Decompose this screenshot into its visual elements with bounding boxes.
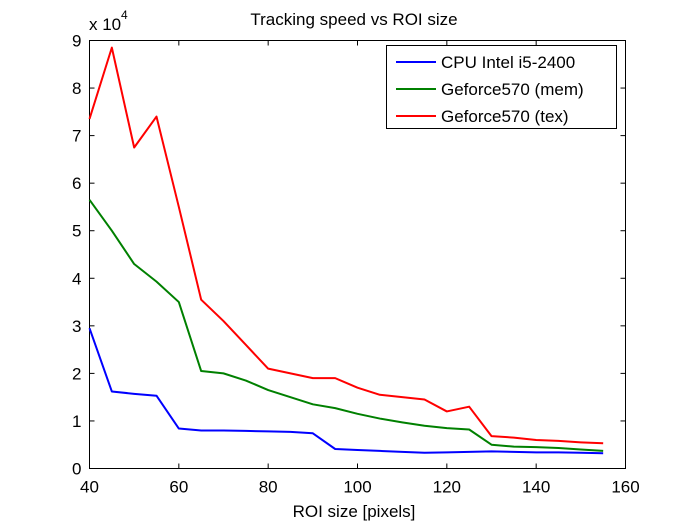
- x-axis-label: ROI size [pixels]: [293, 502, 416, 521]
- y-tick-label: 1: [72, 412, 81, 431]
- y-axis-ticks: 0 1 2 3 4 5 6 7 8 9: [72, 32, 626, 479]
- x-tick-label: 160: [611, 478, 639, 497]
- series-line-3: [88, 46, 604, 445]
- y-tick-label: 8: [72, 79, 81, 98]
- y-tick-label: 7: [72, 127, 81, 146]
- chart-title: Tracking speed vs ROI size: [250, 10, 457, 29]
- legend: CPU Intel i5-2400 Geforce570 (mem) Geforce…: [386, 45, 617, 129]
- legend-label: CPU Intel i5-2400: [441, 53, 575, 72]
- y-tick-label: 4: [72, 269, 81, 288]
- series-lines: [88, 46, 604, 455]
- x-tick-label: 120: [433, 478, 461, 497]
- legend-box: [386, 45, 617, 129]
- y-exponent-label: x 10 4: [89, 8, 128, 34]
- x-tick-label: 100: [343, 478, 371, 497]
- y-tick-label: 5: [72, 222, 81, 241]
- x-tick-label: 60: [169, 478, 188, 497]
- x-tick-label: 140: [522, 478, 550, 497]
- series-line-1: [88, 327, 604, 455]
- y-tick-label: 6: [72, 174, 81, 193]
- y-tick-label: 2: [72, 364, 81, 383]
- x-axis-ticks: 40 60 80 100 120 140 160: [80, 40, 640, 497]
- y-exponent-base: x 10: [89, 15, 121, 34]
- y-tick-label: 9: [72, 32, 81, 51]
- y-tick-label: 3: [72, 317, 81, 336]
- y-exponent-power: 4: [121, 8, 128, 22]
- x-tick-label: 80: [259, 478, 278, 497]
- legend-label: Geforce570 (mem): [441, 80, 584, 99]
- series-line-2: [88, 199, 604, 452]
- legend-label: Geforce570 (tex): [441, 107, 569, 126]
- x-tick-label: 40: [80, 478, 99, 497]
- y-tick-label: 0: [72, 460, 81, 479]
